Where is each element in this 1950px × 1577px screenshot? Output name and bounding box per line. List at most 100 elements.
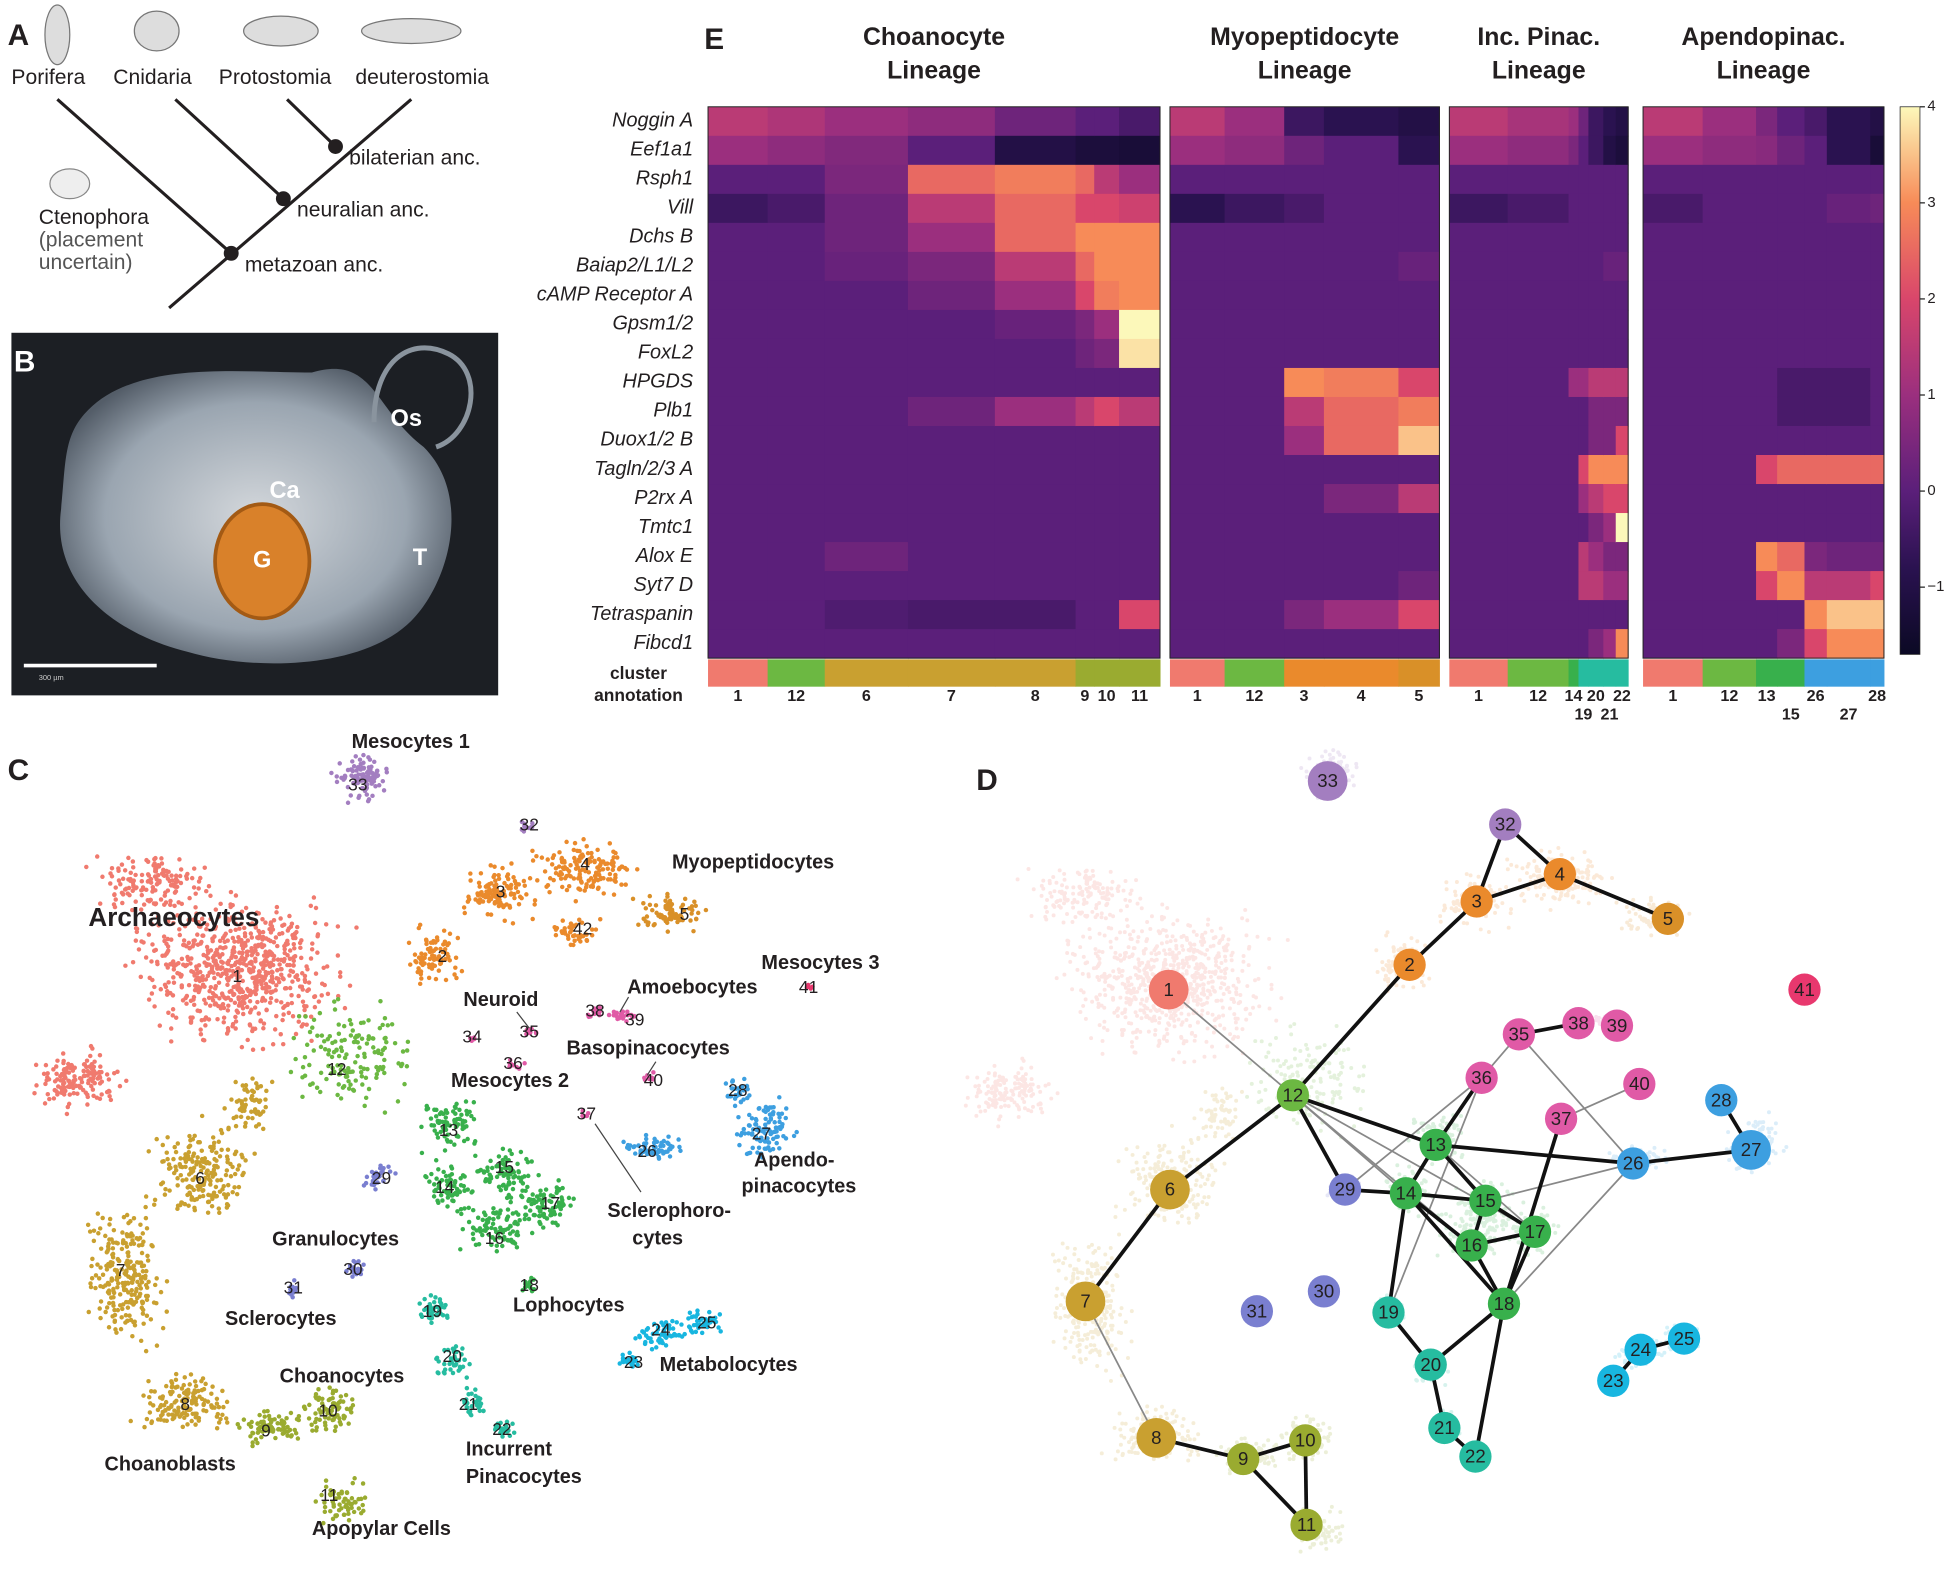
- cell-point: [665, 929, 671, 934]
- cell-point: [416, 955, 422, 960]
- cell-point: [144, 857, 149, 863]
- cell-point: [1126, 988, 1131, 993]
- cell-point: [1122, 930, 1127, 935]
- heatmap-cell: [1224, 454, 1285, 485]
- cell-point: [248, 970, 253, 975]
- cell-point: [292, 931, 298, 937]
- cell-point: [168, 937, 174, 942]
- heatmap-cell: [1224, 222, 1285, 253]
- scale-label: 300 µm: [39, 673, 64, 682]
- cell-point: [636, 922, 641, 927]
- heatmap-cell: [1284, 396, 1325, 427]
- cell-point: [193, 1422, 198, 1427]
- cell-point: [202, 1175, 208, 1181]
- cell-point: [571, 847, 577, 853]
- cell-point: [534, 1199, 539, 1204]
- cell-point: [1248, 1012, 1253, 1016]
- cell-point: [165, 989, 170, 994]
- heatmap-cell: [1643, 454, 1704, 485]
- taxon-label: deuterostomia: [355, 66, 489, 89]
- cell-point: [311, 1048, 317, 1053]
- cell-point: [595, 847, 600, 853]
- cell-point: [1219, 998, 1224, 1003]
- heatmap-cell: [1826, 193, 1871, 224]
- cell-point: [327, 1033, 333, 1039]
- cell-point: [1068, 959, 1073, 964]
- cell-point: [347, 1017, 353, 1023]
- cell-point: [1203, 970, 1208, 975]
- cell-point: [77, 1085, 83, 1090]
- annotation-cell: [1804, 659, 1828, 687]
- heatmap-cell: [1756, 222, 1778, 253]
- cell-point: [269, 974, 275, 979]
- cell-point: [514, 1221, 519, 1226]
- cell-point: [470, 1231, 476, 1237]
- heatmap-cell: [1578, 396, 1589, 427]
- cell-point: [791, 1133, 797, 1139]
- cell-point: [418, 969, 424, 974]
- cell-point: [1186, 923, 1191, 928]
- cell-point: [363, 1095, 369, 1101]
- cell-point: [299, 1024, 304, 1029]
- cell-point: [446, 954, 451, 959]
- cell-point: [203, 1381, 208, 1387]
- heatmap-cell: [1578, 135, 1589, 166]
- heatmap-cell: [824, 629, 909, 659]
- heatmap-cell: [1094, 600, 1120, 630]
- cell-point: [1247, 944, 1252, 949]
- heatmap-cell: [1615, 484, 1629, 514]
- cell-point: [97, 901, 103, 906]
- cell-point: [382, 1070, 387, 1076]
- cell-point: [1154, 952, 1159, 957]
- cell-point: [98, 1246, 104, 1251]
- cell-point: [275, 968, 280, 973]
- cell-point: [461, 1138, 467, 1144]
- cell-point: [493, 894, 498, 899]
- cell-point: [221, 1015, 227, 1020]
- cluster-number: 1: [733, 687, 742, 705]
- cell-point: [509, 861, 514, 866]
- cell-point: [286, 926, 292, 931]
- cell-point: [149, 991, 155, 996]
- cell-point: [682, 1331, 687, 1337]
- cell-point: [45, 1071, 50, 1076]
- cell-point: [647, 902, 653, 908]
- cell-point: [559, 1195, 564, 1200]
- cell-point: [635, 867, 640, 872]
- heatmap-cell: [1169, 106, 1226, 137]
- heatmap-cell: [1777, 338, 1805, 369]
- cell-point: [1157, 1016, 1162, 1021]
- cell-point: [444, 1313, 450, 1318]
- cell-point: [551, 853, 557, 858]
- cell-point: [154, 1136, 159, 1142]
- cell-point: [504, 902, 509, 907]
- cell-point: [188, 961, 193, 966]
- cell-point: [130, 1238, 135, 1243]
- cell-point: [61, 1058, 66, 1064]
- cell-point: [113, 885, 118, 890]
- cell-point: [161, 1403, 167, 1408]
- cell-point: [200, 974, 205, 979]
- heatmap-cell: [1603, 542, 1617, 572]
- cell-point: [492, 872, 497, 878]
- cell-point: [270, 962, 276, 968]
- cell-point: [1118, 995, 1123, 1000]
- heatmap-cell: [708, 396, 769, 427]
- cell-point: [67, 1079, 72, 1084]
- cell-point: [271, 1427, 276, 1433]
- cell-point: [477, 900, 482, 905]
- cell-point: [245, 986, 250, 992]
- cell-point: [85, 1102, 90, 1107]
- heatmap-cell: [1702, 251, 1757, 282]
- heatmap-cell: [1323, 135, 1399, 166]
- cell-point: [110, 1277, 115, 1283]
- cell-point: [225, 1008, 231, 1013]
- cell-point: [249, 948, 254, 954]
- cell-point: [1201, 982, 1206, 987]
- cell-point: [374, 1064, 379, 1070]
- cell-point: [275, 957, 281, 962]
- cell-point: [138, 1286, 144, 1291]
- heatmap-cell: [1075, 222, 1095, 253]
- cell-point: [325, 991, 331, 997]
- cell-point: [491, 1216, 496, 1222]
